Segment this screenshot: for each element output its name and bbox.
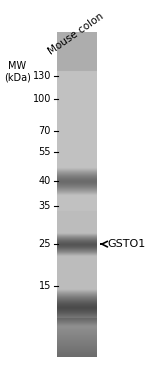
Text: 15: 15 <box>39 281 51 291</box>
Text: Mouse colon: Mouse colon <box>46 11 105 56</box>
Text: 55: 55 <box>38 147 51 157</box>
Text: 130: 130 <box>33 71 51 81</box>
Text: 25: 25 <box>38 239 51 249</box>
Text: GSTO1: GSTO1 <box>107 239 145 249</box>
Text: 35: 35 <box>39 201 51 211</box>
Text: 40: 40 <box>39 176 51 186</box>
Text: 70: 70 <box>39 126 51 136</box>
Text: MW
(kDa): MW (kDa) <box>4 60 31 82</box>
Text: 100: 100 <box>33 94 51 104</box>
